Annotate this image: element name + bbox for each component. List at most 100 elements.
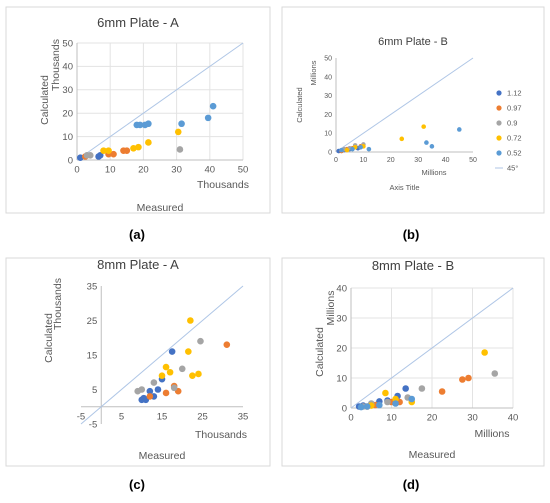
data-point xyxy=(176,146,184,153)
x-tick-label: 15 xyxy=(157,411,168,422)
legend-label: 0.72 xyxy=(507,134,522,143)
y-tick-label: 40 xyxy=(324,74,332,81)
y-tick-label: 50 xyxy=(324,55,332,62)
data-point xyxy=(138,386,146,393)
data-point xyxy=(146,393,154,400)
data-point xyxy=(402,385,409,392)
x-tick-label: 25 xyxy=(197,411,208,422)
data-point xyxy=(344,147,350,153)
x-tick-label: -5 xyxy=(77,411,85,422)
data-point xyxy=(105,147,112,154)
x-tick-label: 30 xyxy=(414,157,422,164)
x-tick-label: 0 xyxy=(348,413,353,424)
y-tick-label: 30 xyxy=(336,313,347,324)
x-axis-label: Measured xyxy=(137,202,184,214)
data-point xyxy=(86,152,94,159)
data-point xyxy=(363,403,371,410)
data-point xyxy=(185,348,192,355)
x-tick-label: 10 xyxy=(386,413,397,424)
data-point xyxy=(204,114,212,122)
data-point xyxy=(170,384,178,392)
data-point xyxy=(408,395,416,403)
data-point xyxy=(350,146,355,152)
legend: 1.12 0.97 0.9 0.72 0.52 45° xyxy=(495,89,522,173)
y-tick-label: 15 xyxy=(87,350,98,361)
legend-marker xyxy=(496,120,502,126)
x-axis-label: Axis Title xyxy=(389,183,419,192)
y-axis-unit: Millions xyxy=(325,290,337,325)
data-point xyxy=(392,400,399,407)
x-tick-label: 50 xyxy=(238,165,249,176)
data-point xyxy=(135,143,142,151)
x-axis-label: Measured xyxy=(139,450,186,462)
data-point xyxy=(459,376,466,383)
x-tick-label: 10 xyxy=(105,165,116,176)
data-point xyxy=(357,403,365,411)
x-tick-label: 40 xyxy=(442,157,450,164)
legend-label: 0.97 xyxy=(507,104,522,113)
data-point xyxy=(162,363,170,371)
data-point xyxy=(178,120,185,128)
chart-panel-4: 0 10 20 30 40 0 10 20 30 40 8mm Plate - B Millions M… xyxy=(281,257,545,492)
data-point xyxy=(77,154,84,161)
x-tick-label: 40 xyxy=(508,413,519,424)
y-tick-label: 10 xyxy=(336,373,347,384)
legend-marker xyxy=(496,105,502,111)
x-axis-unit: Thousands xyxy=(197,179,249,191)
reference-line-45 xyxy=(76,42,244,161)
x-tick-label: 20 xyxy=(427,413,438,424)
y-axis-label: Calculated xyxy=(43,313,55,363)
y-tick-label: 20 xyxy=(336,343,347,354)
x-tick-label: 0 xyxy=(74,165,79,176)
data-point xyxy=(146,387,154,395)
data-point xyxy=(481,349,488,356)
y-tick-label: 10 xyxy=(324,131,332,138)
y-axis-label: Calculated xyxy=(314,327,326,377)
y-tick-label: 20 xyxy=(62,109,73,120)
chart-panel-3: -5 5 15 25 35 -5 5 15 25 35 8mm Plate - A Thousands… xyxy=(5,257,271,492)
data-point xyxy=(154,386,162,393)
data-point xyxy=(438,388,446,395)
x-tick-label: 35 xyxy=(238,411,249,422)
data-point xyxy=(421,124,426,129)
y-tick-label: 5 xyxy=(92,385,97,396)
data-point xyxy=(195,370,202,378)
data-point xyxy=(158,372,166,380)
data-point xyxy=(366,146,372,152)
data-point xyxy=(376,401,383,409)
chart-frame xyxy=(5,6,271,214)
data-point xyxy=(178,365,186,373)
chart-title: 8mm Plate - A xyxy=(97,257,179,272)
x-tick-label: 0 xyxy=(334,157,338,164)
data-point xyxy=(339,147,344,153)
data-point xyxy=(418,385,426,392)
y-axis-unit: Thousands xyxy=(52,278,64,330)
data-point xyxy=(150,379,158,386)
reference-line-45 xyxy=(350,287,514,409)
y-axis-label: Calculated xyxy=(295,87,304,122)
data-point xyxy=(223,341,231,348)
data-point xyxy=(123,147,131,154)
y-tick-label: 30 xyxy=(324,93,332,100)
legend-label: 1.12 xyxy=(507,89,522,98)
y-tick-label: 30 xyxy=(62,85,73,96)
y-tick-label: 0 xyxy=(68,155,73,166)
panel-caption: (b) xyxy=(403,227,420,242)
data-point xyxy=(100,147,107,154)
x-tick-label: 50 xyxy=(469,157,477,164)
y-tick-label: 0 xyxy=(328,149,332,156)
y-tick-label: 40 xyxy=(336,283,347,294)
x-axis-label: Measured xyxy=(409,449,456,461)
data-point xyxy=(130,145,137,152)
x-tick-label: 10 xyxy=(360,157,368,164)
y-tick-label: 25 xyxy=(87,316,98,327)
data-point xyxy=(457,127,462,132)
data-point xyxy=(96,152,104,159)
data-point xyxy=(197,337,204,345)
data-point xyxy=(424,140,429,145)
chart-frame xyxy=(5,257,271,467)
x-tick-label: 20 xyxy=(138,165,149,176)
chart-panel-2: 0 10 20 30 40 50 0 10 20 30 40 50 6mm Plate - B Milli… xyxy=(281,6,545,242)
data-point xyxy=(166,368,174,376)
